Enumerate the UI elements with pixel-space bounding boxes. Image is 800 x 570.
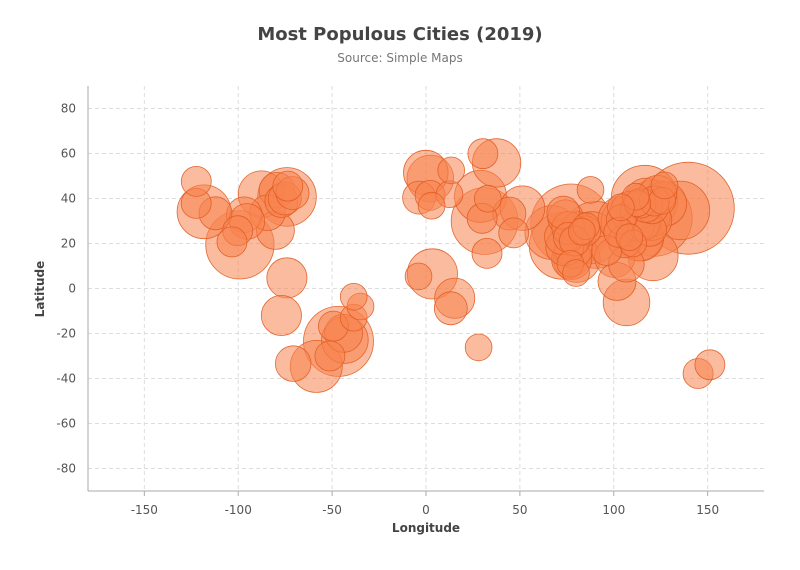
chart-title: Most Populous Cities (2019) [257,24,542,45]
city-bubble[interactable] [694,349,726,381]
y-tick-label: -40 [56,372,76,386]
city-bubble[interactable] [437,156,466,185]
city-bubble[interactable] [467,138,499,170]
city-bubble[interactable] [314,340,346,372]
x-tick-label: 150 [696,503,719,517]
axes: -150 -100 -50 0 50 100 150 -80 -60 -40 -20 0 20 40 60 8… [56,86,764,517]
city-bubble[interactable] [471,237,503,269]
city-bubble[interactable] [576,176,605,204]
y-tick-label: -60 [56,417,76,431]
city-bubble[interactable] [339,282,368,311]
city-bubble[interactable] [568,217,596,246]
y-tick-label: -20 [56,327,76,341]
city-bubble[interactable] [433,291,468,326]
x-tick-label: 100 [602,503,625,517]
y-tick-label: 40 [61,192,76,206]
x-tick-label: 0 [422,503,430,517]
y-axis-label: Latitude [33,261,47,318]
city-bubble[interactable] [473,184,502,213]
city-bubble[interactable] [266,257,308,299]
city-bubble[interactable] [650,171,679,200]
city-bubble[interactable] [607,193,635,222]
x-axis-label: Longitude [392,521,460,535]
y-tick-label: -80 [56,462,76,476]
city-bubble[interactable] [180,165,212,197]
city-bubble[interactable] [562,259,590,287]
x-tick-label: -50 [322,503,342,517]
x-tick-label: -100 [225,503,252,517]
city-bubble[interactable] [417,191,446,220]
bubble-series [176,138,735,393]
city-bubble[interactable] [260,294,302,336]
y-tick-label: 0 [68,282,76,296]
y-tick-label: 60 [61,147,76,161]
city-bubble[interactable] [275,345,312,382]
city-bubble[interactable] [464,333,493,362]
y-tick-label: 20 [61,237,76,251]
city-bubble[interactable] [498,217,530,249]
x-tick-label: 50 [512,503,527,517]
x-tick-label: -150 [131,503,158,517]
city-bubble[interactable] [404,262,433,291]
chart-subtitle: Source: Simple Maps [337,51,462,65]
city-bubble[interactable] [216,226,248,258]
city-bubble[interactable] [615,223,644,252]
y-tick-label: 80 [61,102,76,116]
city-bubble[interactable] [272,170,304,202]
